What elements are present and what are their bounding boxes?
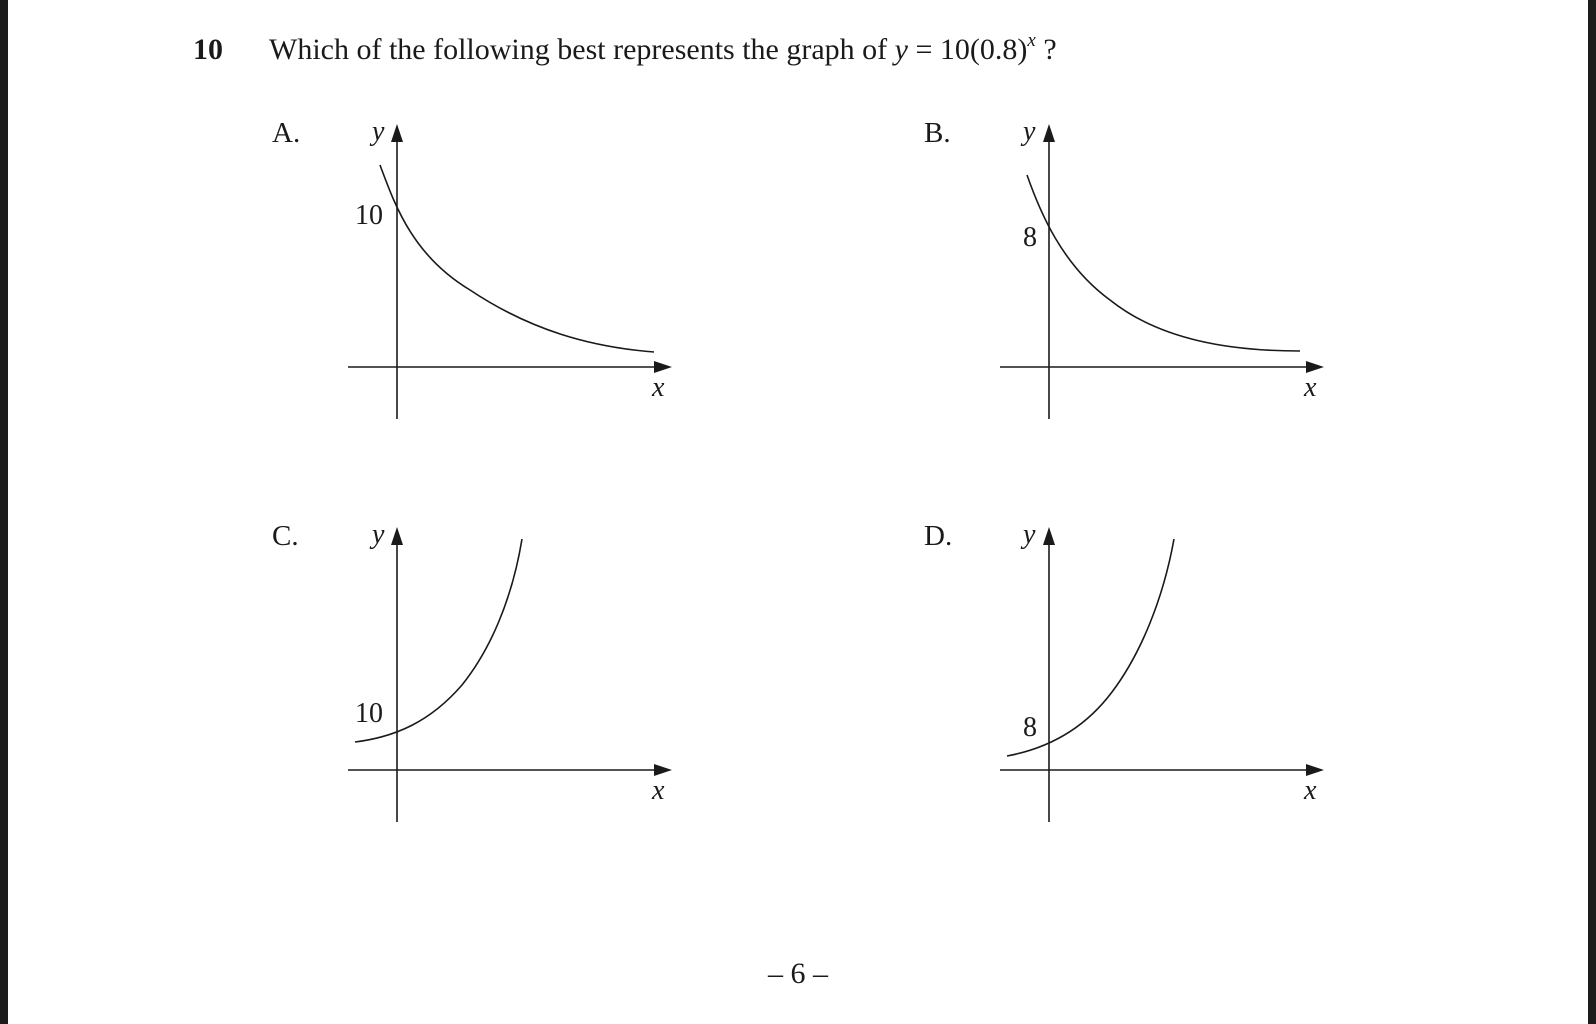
question-number: 10 bbox=[193, 33, 223, 66]
graph-a-x-label: x bbox=[651, 372, 665, 403]
question-text-after: ? bbox=[1035, 33, 1057, 66]
equation-body: = 10(0.8) bbox=[907, 33, 1028, 66]
graph-d: y x 8 bbox=[1000, 519, 1324, 822]
graph-d-intercept-label: 8 bbox=[1023, 712, 1037, 743]
graph-c-intercept-label: 10 bbox=[355, 698, 383, 729]
equation-exponent: x bbox=[1027, 30, 1036, 51]
graph-b: y x 8 bbox=[1000, 116, 1324, 419]
graph-d-x-arrow bbox=[1306, 764, 1324, 776]
graph-b-y-label: y bbox=[1020, 116, 1036, 147]
graph-b-x-label: x bbox=[1303, 372, 1317, 403]
graph-c-y-arrow bbox=[391, 527, 403, 545]
graph-c-y-label: y bbox=[369, 519, 385, 550]
graph-a-curve bbox=[379, 164, 655, 353]
graph-a: y x 10 bbox=[348, 116, 672, 419]
option-b-label: B. bbox=[924, 117, 951, 149]
right-border bbox=[1588, 0, 1596, 1024]
graph-b-intercept-label: 8 bbox=[1023, 222, 1037, 253]
graph-c-curve bbox=[354, 538, 523, 743]
graph-d-y-label: y bbox=[1020, 519, 1036, 550]
graph-d-x-label: x bbox=[1303, 775, 1317, 806]
graph-a-y-arrow bbox=[391, 124, 403, 142]
question-text-before: Which of the following best represents t… bbox=[269, 33, 895, 66]
equation-y: y bbox=[894, 33, 908, 66]
graph-c-x-arrow bbox=[654, 764, 672, 776]
graph-c: y x 10 bbox=[348, 519, 672, 822]
question-text: Which of the following best represents t… bbox=[269, 30, 1057, 67]
graph-b-y-arrow bbox=[1043, 124, 1055, 142]
graph-a-y-label: y bbox=[369, 116, 385, 147]
graph-b-x-arrow bbox=[1306, 361, 1324, 373]
option-d-label: D. bbox=[924, 520, 953, 552]
page-number: – 6 – bbox=[768, 957, 828, 990]
graph-c-x-label: x bbox=[651, 775, 665, 806]
option-c-label: C. bbox=[272, 520, 299, 552]
graph-d-curve bbox=[1006, 538, 1175, 757]
graph-a-x-arrow bbox=[654, 361, 672, 373]
graph-b-curve bbox=[1026, 174, 1301, 352]
graph-d-y-arrow bbox=[1043, 527, 1055, 545]
option-a-label: A. bbox=[272, 117, 301, 149]
left-border bbox=[0, 0, 8, 1024]
graph-a-intercept-label: 10 bbox=[355, 200, 383, 231]
